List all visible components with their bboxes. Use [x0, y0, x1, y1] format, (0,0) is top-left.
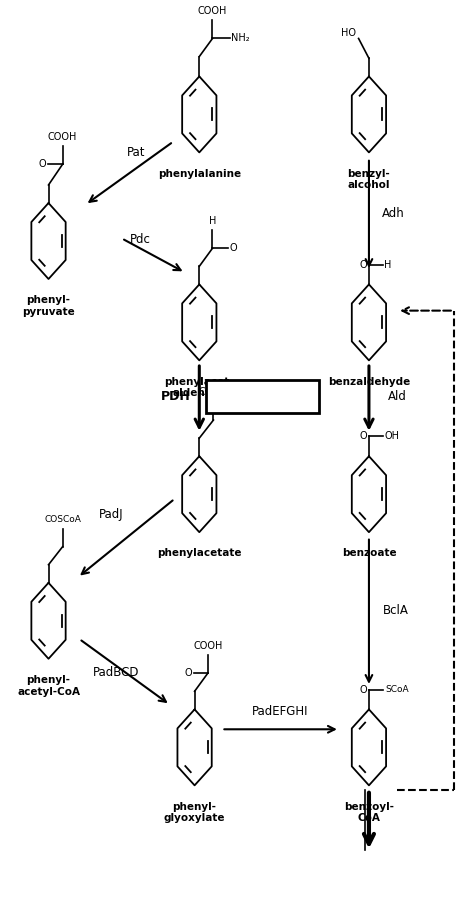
Text: AOR: AOR	[244, 389, 281, 404]
Text: Ald: Ald	[388, 390, 407, 403]
Text: NH₂: NH₂	[231, 34, 250, 44]
Text: O: O	[38, 159, 46, 169]
Text: O: O	[184, 668, 192, 678]
Text: phenyl-
pyruvate: phenyl- pyruvate	[22, 296, 75, 317]
Text: phenyl-
glyoxylate: phenyl- glyoxylate	[164, 802, 225, 824]
FancyBboxPatch shape	[206, 380, 319, 413]
Text: benzoyl-
CoA: benzoyl- CoA	[344, 802, 394, 824]
Text: H: H	[384, 259, 392, 269]
Text: Adh: Adh	[382, 208, 405, 220]
Text: phenylacetate: phenylacetate	[157, 549, 242, 559]
Text: benzoate: benzoate	[342, 549, 396, 559]
Text: Pat: Pat	[127, 146, 145, 159]
Text: phenyl-
acetyl-CoA: phenyl- acetyl-CoA	[17, 675, 80, 697]
Text: HO: HO	[341, 28, 356, 38]
Text: O: O	[359, 432, 367, 442]
Text: COOH: COOH	[198, 5, 227, 15]
Text: phenylalanine: phenylalanine	[158, 169, 241, 179]
Text: OH: OH	[385, 432, 400, 442]
Text: COOH: COOH	[199, 387, 228, 397]
Text: PadJ: PadJ	[99, 508, 124, 522]
Text: PadBCD: PadBCD	[92, 666, 139, 679]
Text: O: O	[359, 685, 367, 695]
Text: H: H	[209, 216, 216, 226]
Text: SCoA: SCoA	[385, 685, 409, 694]
Text: PadEFGHI: PadEFGHI	[252, 706, 309, 718]
Text: Pdc: Pdc	[130, 232, 151, 246]
Text: O: O	[229, 243, 237, 253]
Text: PDH: PDH	[161, 390, 191, 403]
Text: BclA: BclA	[383, 604, 409, 618]
Text: benzaldehyde: benzaldehyde	[328, 376, 410, 386]
Text: O: O	[359, 259, 367, 269]
Text: COOH: COOH	[48, 132, 77, 141]
Text: benzyl-
alcohol: benzyl- alcohol	[347, 169, 390, 190]
Text: COOH: COOH	[193, 640, 222, 650]
Text: COSCoA: COSCoA	[44, 515, 81, 524]
Text: phenylacet-
aldehyde: phenylacet- aldehyde	[164, 376, 234, 398]
